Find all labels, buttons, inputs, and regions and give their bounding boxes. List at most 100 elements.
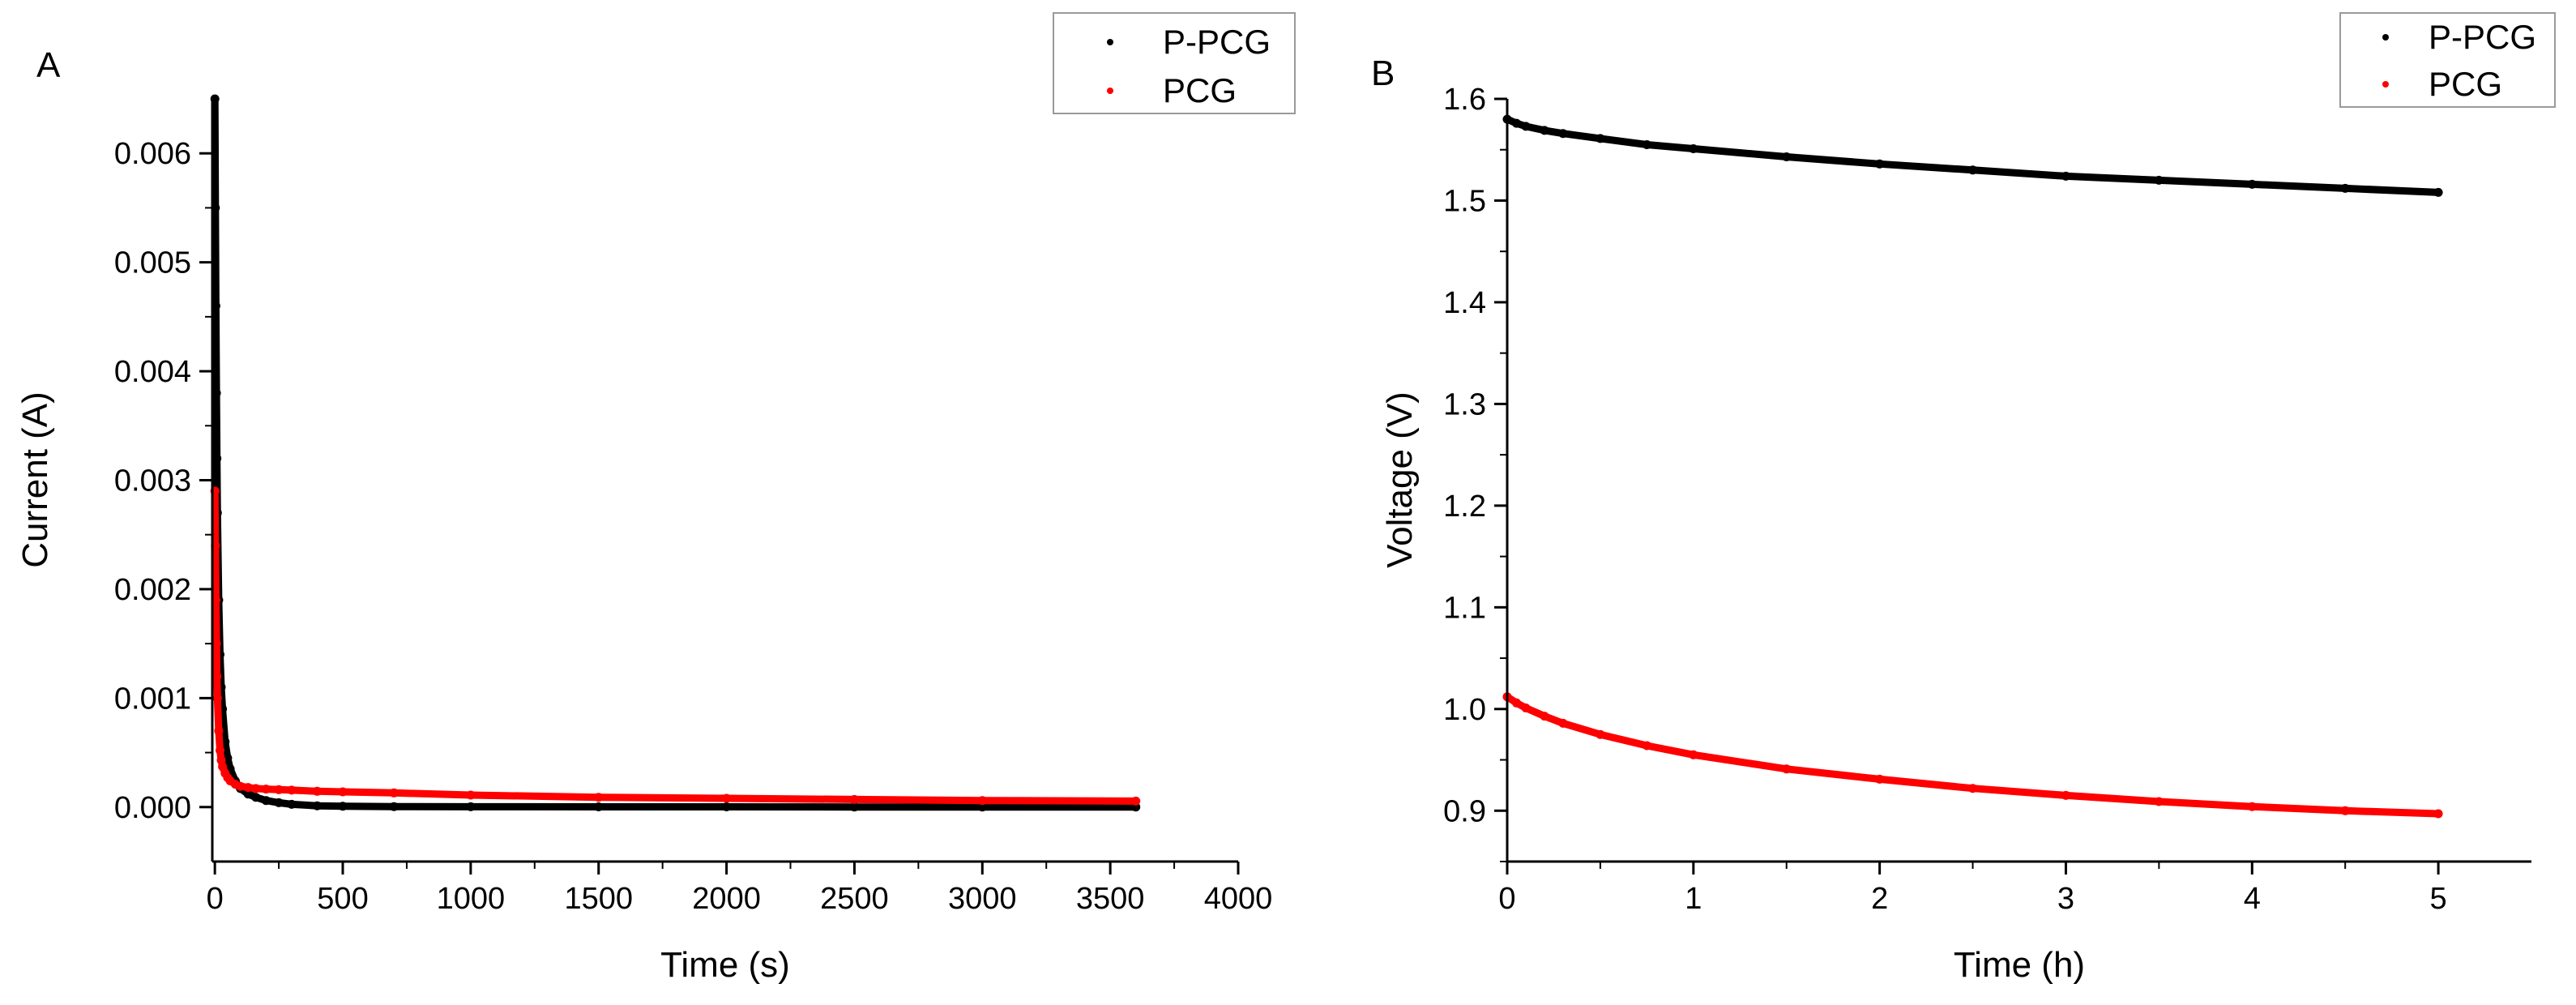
data-point-p-pcg-b-10 <box>1968 165 1977 175</box>
chart-panel-b: B 0.9 1.0 1.1 1.2 1.3 1.4 1.5 1.6 0 1 2 3 4 5 Time (… <box>1371 12 2556 985</box>
data-point-p-pcg-b-6 <box>1642 140 1651 149</box>
data-point-p-pcg-a-23 <box>466 802 476 811</box>
data-point-pcg-b-9 <box>1875 774 1885 784</box>
series-line-p-pcg-b <box>1503 115 2442 196</box>
data-point-p-pcg-b-11 <box>2061 171 2070 181</box>
series-line-pcg-b <box>1503 693 2442 818</box>
data-point-pcg-a-27 <box>977 796 987 806</box>
x-axis-title-b: Time (h) <box>1954 945 2085 985</box>
y-tick-label-b-2: 1.1 <box>1443 591 1486 625</box>
data-point-pcg-a-14 <box>236 781 246 791</box>
data-point-pcg-a-26 <box>849 794 859 804</box>
y-tick-label-a-6: 0.006 <box>114 137 191 171</box>
legend-label-pcg-b: PCG <box>2429 65 2502 103</box>
x-tick-label-a-1: 500 <box>317 882 368 916</box>
data-point-p-pcg-a-18 <box>274 798 284 807</box>
data-point-p-pcg-b-3 <box>1540 126 1549 135</box>
data-point-pcg-b-13 <box>2247 802 2257 811</box>
data-point-pcg-a-16 <box>251 784 261 793</box>
data-point-p-pcg-a-2 <box>211 301 220 310</box>
legend-box-a <box>1053 12 1296 114</box>
data-point-pcg-a-21 <box>338 787 348 797</box>
x-ticks-b: 0 1 2 3 4 5 <box>1498 862 2447 916</box>
y-tick-label-b-1: 1.0 <box>1443 693 1486 727</box>
data-point-p-pcg-a-3 <box>211 388 221 398</box>
x-tick-label-a-7: 3500 <box>1076 882 1145 916</box>
data-point-pcg-b-5 <box>1596 729 1605 739</box>
x-tick-label-b-0: 0 <box>1498 882 1515 916</box>
x-tick-label-b-2: 2 <box>1871 882 1888 916</box>
chart-panel-a: A 0.000 0.001 0.002 0.003 0.004 0.005 0.006 0 5… <box>15 12 1296 985</box>
plot-area-b: 0.9 1.0 1.1 1.2 1.3 1.4 1.5 1.6 0 1 2 3 4 5 <box>1443 83 2531 916</box>
data-point-p-pcg-b-5 <box>1596 134 1605 143</box>
data-point-pcg-b-7 <box>1689 750 1698 759</box>
data-point-pcg-b-11 <box>2061 790 2070 800</box>
data-point-pcg-b-8 <box>1782 764 1792 774</box>
data-point-pcg-a-6 <box>214 726 224 736</box>
data-point-p-pcg-a-19 <box>287 799 297 809</box>
legend-b: P-PCG PCG <box>2339 12 2556 108</box>
legend-marker-p-pcg-a <box>1107 39 1113 45</box>
data-point-p-pcg-a-17 <box>261 796 271 806</box>
y-tick-label-a-3: 0.003 <box>114 464 191 498</box>
data-point-p-pcg-b-13 <box>2247 179 2257 189</box>
data-point-pcg-a-5 <box>212 693 222 703</box>
data-point-p-pcg-a-27 <box>977 802 987 812</box>
data-point-pcg-a-20 <box>312 786 322 796</box>
data-point-p-pcg-b-8 <box>1782 152 1792 161</box>
data-point-pcg-a-23 <box>466 790 476 800</box>
data-point-p-pcg-b-9 <box>1875 159 1885 169</box>
data-point-pcg-b-14 <box>2340 806 2350 815</box>
data-point-p-pcg-a-22 <box>389 802 399 811</box>
data-point-pcg-a-17 <box>261 785 271 794</box>
y-tick-label-b-6: 1.5 <box>1443 184 1486 218</box>
legend-a: P-PCG PCG <box>1053 12 1296 114</box>
data-point-p-pcg-a-4 <box>212 454 222 464</box>
y-tick-label-b-3: 1.2 <box>1443 490 1486 524</box>
series-line-pcg-a <box>211 487 1140 805</box>
data-point-p-pcg-a-24 <box>594 802 604 811</box>
y-tick-label-a-1: 0.001 <box>114 682 191 716</box>
data-point-p-pcg-b-15 <box>2433 187 2443 197</box>
y-axis-title-b: Voltage (V) <box>1380 391 1420 568</box>
x-tick-label-b-1: 1 <box>1685 882 1702 916</box>
panel-label-a: A <box>36 45 61 85</box>
data-point-p-pcg-b-14 <box>2340 183 2350 193</box>
y-ticks-a: 0.000 0.001 0.002 0.003 0.004 0.005 0.006 <box>114 137 212 825</box>
data-point-pcg-a-2 <box>211 595 220 605</box>
y-tick-label-b-0: 0.9 <box>1443 794 1486 828</box>
data-point-pcg-a-25 <box>722 793 732 803</box>
legend-marker-pcg-a <box>1107 88 1113 94</box>
data-point-pcg-a-15 <box>243 783 253 793</box>
data-point-pcg-b-3 <box>1540 712 1549 721</box>
data-point-p-pcg-a-20 <box>312 801 322 810</box>
y-tick-label-a-4: 0.004 <box>114 355 191 389</box>
y-tick-label-a-2: 0.002 <box>114 573 191 607</box>
legend-marker-p-pcg-b <box>2382 34 2389 41</box>
data-point-pcg-b-12 <box>2154 797 2164 806</box>
legend-label-p-pcg-b: P-PCG <box>2429 18 2536 56</box>
x-tick-label-a-4: 2000 <box>692 882 761 916</box>
data-point-p-pcg-b-2 <box>1521 122 1531 131</box>
data-point-p-pcg-a-26 <box>849 802 859 812</box>
x-tick-label-a-5: 2500 <box>820 882 889 916</box>
series-layer-a <box>210 94 1141 812</box>
x-tick-label-b-5: 5 <box>2430 882 2447 916</box>
data-point-p-pcg-a-15 <box>243 789 253 799</box>
x-tick-label-a-0: 0 <box>207 882 224 916</box>
data-point-pcg-b-1 <box>1512 698 1521 708</box>
data-point-pcg-b-15 <box>2433 809 2443 819</box>
data-point-p-pcg-a-21 <box>338 802 348 811</box>
x-tick-label-a-8: 4000 <box>1204 882 1273 916</box>
data-point-pcg-a-28 <box>1131 796 1141 806</box>
data-point-pcg-a-18 <box>274 785 284 794</box>
y-tick-label-b-7: 1.6 <box>1443 83 1486 117</box>
data-point-p-pcg-a-25 <box>722 802 732 811</box>
series-line-p-pcg-a <box>211 95 1140 811</box>
x-tick-label-a-3: 1500 <box>564 882 633 916</box>
data-point-pcg-a-4 <box>212 672 222 681</box>
data-point-pcg-a-24 <box>594 793 604 802</box>
legend-label-p-pcg-a: P-PCG <box>1163 23 1271 61</box>
series-layer-b <box>1502 114 2443 819</box>
